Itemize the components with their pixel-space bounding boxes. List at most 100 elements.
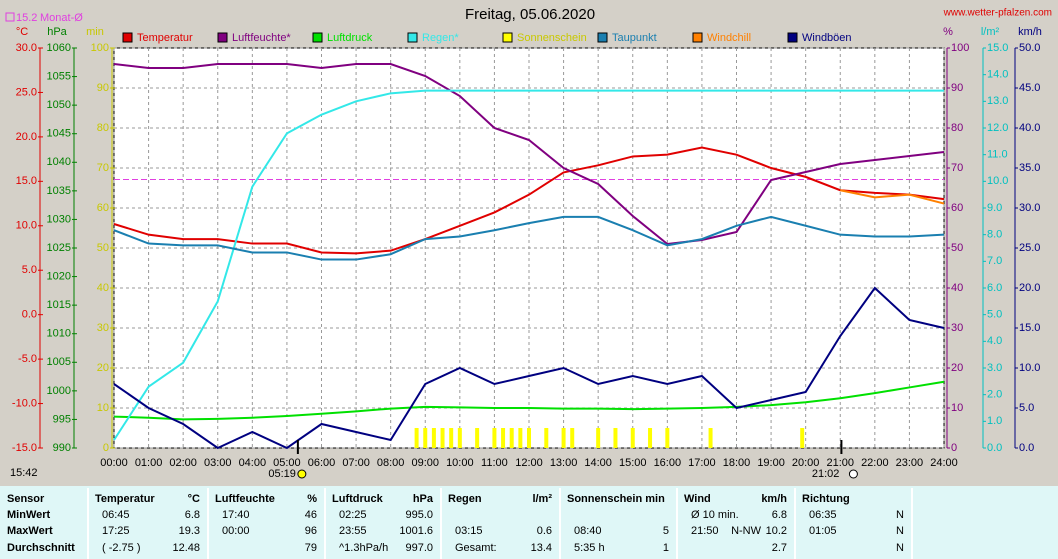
table-cell: 96 xyxy=(305,525,317,537)
table-cell: 13.4 xyxy=(531,542,552,554)
x-tick-label: 23:00 xyxy=(896,457,924,469)
sunshine-bar xyxy=(527,428,531,448)
y-tick-label: 990 xyxy=(53,442,71,454)
y-tick-label: 2.0 xyxy=(987,389,1002,401)
sunshine-bar xyxy=(596,428,601,448)
legend-swatch xyxy=(312,32,323,43)
y-tick-label: 0 xyxy=(103,442,109,454)
x-tick-label: 13:00 xyxy=(550,457,578,469)
y-tick-label: 5.0 xyxy=(987,309,1002,321)
table-cell: 46 xyxy=(305,509,317,521)
legend-label: Luftfeuchte* xyxy=(232,32,291,44)
legend-label: Windböen xyxy=(802,32,852,44)
y-tick-label: 1055 xyxy=(47,70,71,82)
sunshine-bar xyxy=(570,428,575,448)
y-tick-label: 50 xyxy=(951,242,963,254)
y-tick-label: 40 xyxy=(951,282,963,294)
legend-swatch xyxy=(692,32,703,43)
table-cell: 06:45 xyxy=(102,509,130,521)
table-cell: 17:25 xyxy=(102,525,130,537)
table-header: Temperatur xyxy=(95,493,155,505)
y-tick-label: 13.0 xyxy=(987,95,1008,107)
table-header: % xyxy=(307,493,317,505)
sunshine-bar xyxy=(544,428,549,448)
x-tick-label: 18:00 xyxy=(723,457,751,469)
y-tick-label: 1035 xyxy=(47,185,71,197)
sun-icon xyxy=(297,469,307,479)
x-tick-label: 14:00 xyxy=(584,457,612,469)
table-header: Sensor xyxy=(7,493,45,505)
y-tick-label: 1010 xyxy=(47,328,71,340)
y-tick-label: 20 xyxy=(951,362,963,374)
y-tick-label: 30 xyxy=(951,322,963,334)
series-line xyxy=(113,89,944,441)
monthly-mean-value: 15.2 xyxy=(16,12,37,24)
y-tick-label: 20.0 xyxy=(16,131,37,143)
x-tick-label: 08:00 xyxy=(377,457,405,469)
legend-label: Windchill xyxy=(707,32,751,44)
y-tick-label: 50 xyxy=(97,242,109,254)
table-cell: 6.8 xyxy=(772,509,787,521)
y-tick-label: 25.0 xyxy=(16,86,37,98)
sunshine-bar xyxy=(414,428,419,448)
y-tick-label: 1030 xyxy=(47,213,71,225)
y-tick-label: 40.0 xyxy=(1019,122,1040,134)
current-time: 15:42 xyxy=(10,467,38,479)
x-tick-label: 07:00 xyxy=(342,457,370,469)
y-tick-label: 1005 xyxy=(47,356,71,368)
y-tick-label: 1045 xyxy=(47,128,71,140)
table-cell: 06:35 xyxy=(809,509,837,521)
legend-label: Temperatur xyxy=(137,32,193,44)
legend-label: Sonnenschein xyxy=(517,32,587,44)
y-tick-label: 1050 xyxy=(47,99,71,111)
sunrise-label: 05:19 xyxy=(268,468,296,480)
sunshine-bar xyxy=(449,428,454,448)
table-header: Wind xyxy=(684,493,711,505)
sunshine-bar xyxy=(440,428,445,448)
y-tick-label: 1015 xyxy=(47,299,71,311)
chart-title: Freitag, 05.06.2020 xyxy=(465,6,595,23)
y-tick-label: 7.0 xyxy=(987,255,1002,267)
series-line xyxy=(113,63,945,246)
legend-swatch xyxy=(502,32,513,43)
table-header: Sonnenschein min xyxy=(567,493,665,505)
table-cell: 2.7 xyxy=(772,542,787,554)
sun-icon xyxy=(848,469,858,479)
table-cell: 12.48 xyxy=(172,542,200,554)
y-tick-label: 70 xyxy=(97,162,109,174)
sunshine-bar xyxy=(492,428,497,448)
axis-unit: hPa xyxy=(47,26,67,38)
monthly-mean-label: Monat-Ø xyxy=(40,12,83,24)
y-tick-label: 10 xyxy=(951,402,963,414)
x-tick-label: 10:00 xyxy=(446,457,474,469)
table-cell: 03:15 xyxy=(455,525,483,537)
y-tick-label: 90 xyxy=(951,82,963,94)
sunshine-bar xyxy=(613,428,618,448)
y-tick-label: 5.0 xyxy=(1019,402,1034,414)
y-tick-label: 100 xyxy=(951,42,969,54)
y-tick-label: 50.0 xyxy=(1019,42,1040,54)
y-tick-label: 15.0 xyxy=(987,42,1008,54)
table-header: hPa xyxy=(413,493,434,505)
table-cell: 21:50 xyxy=(691,525,719,537)
y-tick-label: 1025 xyxy=(47,242,71,254)
y-tick-label: 90 xyxy=(97,82,109,94)
axis-unit: min xyxy=(86,26,104,38)
table-cell: ( -2.75 ) xyxy=(102,542,141,554)
table-cell: N xyxy=(896,509,904,521)
sunshine-bar xyxy=(509,428,514,448)
legend-swatch xyxy=(787,32,798,43)
sunshine-bar xyxy=(501,428,506,448)
y-tick-label: 30.0 xyxy=(16,42,37,54)
table-cell: 01:05 xyxy=(809,525,837,537)
x-tick-label: 04:00 xyxy=(239,457,267,469)
axis-unit: % xyxy=(943,26,953,38)
table-header: Regen xyxy=(448,493,482,505)
y-tick-label: 12.0 xyxy=(987,122,1008,134)
table-cell: 997.0 xyxy=(405,542,433,554)
sunshine-bar xyxy=(665,428,670,448)
y-tick-label: -10.0 xyxy=(12,397,37,409)
y-tick-label: -15.0 xyxy=(12,442,37,454)
sunshine-bar xyxy=(648,428,653,448)
